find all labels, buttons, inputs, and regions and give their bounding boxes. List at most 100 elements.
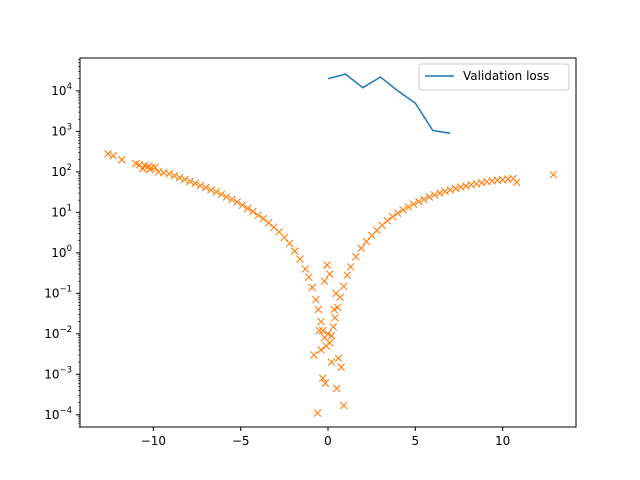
scatter-point — [175, 173, 184, 182]
scatter-series — [104, 149, 558, 418]
scatter-point — [321, 379, 330, 388]
scatter-point — [393, 209, 402, 218]
scatter-point — [331, 289, 340, 298]
scatter-point — [233, 198, 242, 206]
legend-label-validation-loss: Validation loss — [463, 69, 549, 83]
scatter-point — [165, 169, 173, 178]
scatter-point — [170, 171, 179, 180]
scatter-point — [327, 331, 336, 340]
scatter-point — [357, 244, 366, 253]
scatter-point — [308, 283, 317, 292]
legend: Validation loss — [418, 63, 570, 91]
scatter-point — [339, 282, 348, 291]
scatter-point — [339, 401, 348, 410]
scatter-point — [430, 191, 439, 199]
scatter-point — [145, 165, 154, 174]
scatter-point — [285, 239, 294, 248]
scatter-point — [315, 326, 324, 335]
scatter-point — [243, 204, 252, 213]
y-tick-label: 103 — [51, 122, 72, 138]
scatter-point — [352, 252, 360, 261]
scatter-point — [337, 363, 345, 372]
scatter-point — [441, 187, 449, 196]
scatter-point — [346, 263, 355, 271]
scatter-point — [228, 195, 236, 204]
x-tick-label: −10 — [141, 434, 166, 448]
scatter-point — [327, 358, 336, 367]
scatter-point — [296, 255, 304, 264]
y-tick-label: 101 — [51, 203, 72, 219]
scatter-point — [333, 303, 342, 312]
scatter-point — [254, 211, 263, 220]
scatter-point — [318, 326, 327, 335]
scatter-point — [343, 271, 352, 280]
scatter-point — [151, 163, 159, 172]
scatter-point — [331, 313, 339, 322]
scatter-point — [330, 305, 339, 314]
y-tick-label: 10−1 — [44, 284, 72, 300]
scatter-point — [388, 212, 397, 221]
scatter-point — [280, 233, 289, 242]
scatter-point — [138, 164, 147, 173]
scatter-point — [180, 175, 189, 184]
scatter-point — [420, 195, 428, 204]
series-line-validation-loss — [327, 73, 451, 135]
x-tick-label: 10 — [495, 434, 510, 448]
scatter-point — [362, 237, 371, 246]
scatter-point — [512, 178, 521, 187]
scatter-point — [196, 181, 205, 190]
x-tick-label: 5 — [412, 434, 420, 448]
scatter-point — [201, 183, 210, 192]
scatter-point — [399, 206, 407, 214]
scatter-point — [317, 346, 325, 354]
scatter-point — [314, 305, 323, 314]
scatter-point — [249, 207, 257, 216]
y-tick-label: 10−4 — [44, 406, 72, 422]
scatter-point — [311, 295, 320, 304]
scatter-point — [409, 200, 418, 208]
y-tick-label: 104 — [51, 82, 72, 98]
scatter-point — [317, 317, 325, 326]
x-tick-label: 0 — [324, 434, 332, 448]
scatter-point — [290, 247, 299, 256]
y-tick-label: 100 — [51, 244, 72, 260]
x-tick-label: −5 — [232, 434, 250, 448]
scatter-point — [118, 155, 126, 164]
scatter-point — [549, 170, 558, 179]
y-tick-label: 102 — [51, 163, 72, 179]
scatter-point — [425, 193, 434, 201]
legend-box — [418, 63, 570, 91]
scatter-point — [332, 384, 341, 393]
x-axis: −10 −5 0 5 10 — [141, 427, 510, 448]
scatter-point — [104, 149, 112, 158]
scatter-point — [313, 409, 322, 418]
scatter-point — [404, 203, 413, 211]
scatter-point — [414, 197, 423, 206]
scatter-point — [186, 177, 194, 186]
y-axis: 10−4 10−3 10−2 10−1 100 101 102 103 104 — [44, 59, 80, 428]
scatter-point — [222, 193, 231, 201]
y-tick-label: 10−3 — [44, 365, 72, 381]
scatter-point — [109, 151, 118, 160]
scatter-point — [323, 261, 332, 269]
scatter-point — [320, 277, 329, 286]
scatter-point — [191, 179, 200, 188]
scatter-point — [325, 270, 334, 278]
scatter-point — [318, 374, 327, 383]
scatter-point — [334, 354, 343, 363]
scatter-point — [435, 189, 444, 197]
scatter-point — [304, 273, 313, 282]
y-tick-label: 10−2 — [44, 325, 72, 341]
scatter-point — [238, 201, 247, 210]
scatter-point — [325, 338, 334, 347]
scatter-point — [259, 214, 268, 223]
scatter-point — [212, 188, 221, 196]
series-layer — [104, 73, 558, 418]
scatter-point — [329, 322, 338, 331]
scatter-point — [264, 218, 273, 227]
scatter-point — [217, 190, 226, 199]
scatter-point — [446, 185, 455, 194]
scatter-point — [301, 265, 310, 273]
